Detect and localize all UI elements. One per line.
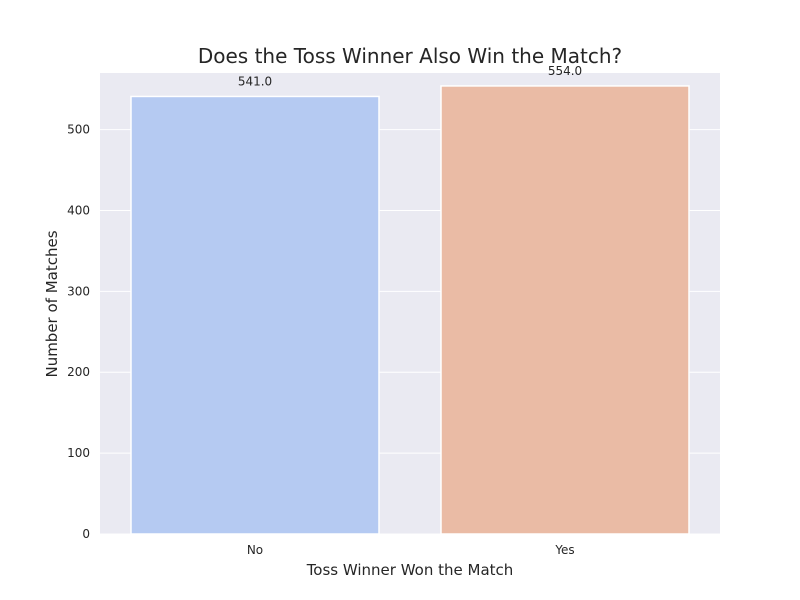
y-tick-label: 500 bbox=[67, 123, 90, 137]
y-tick-label: 400 bbox=[67, 203, 90, 217]
y-tick-label: 0 bbox=[82, 527, 90, 541]
y-tick-label: 200 bbox=[67, 365, 90, 379]
x-tick-label: Yes bbox=[554, 543, 574, 557]
bar-yes bbox=[440, 85, 690, 535]
data-label-no: 541.0 bbox=[238, 74, 272, 88]
bars bbox=[130, 85, 690, 535]
x-tick-label: No bbox=[247, 543, 263, 557]
y-tick-label: 300 bbox=[67, 284, 90, 298]
chart-title: Does the Toss Winner Also Win the Match? bbox=[198, 44, 622, 68]
data-labels: 541.0 554.0 bbox=[238, 64, 582, 89]
bar-no bbox=[130, 95, 380, 535]
x-axis-ticks: No Yes bbox=[247, 543, 575, 557]
data-label-yes: 554.0 bbox=[548, 64, 582, 78]
y-axis-ticks: 0 100 200 300 400 500 bbox=[67, 123, 90, 541]
y-tick-label: 100 bbox=[67, 446, 90, 460]
x-axis-label: Toss Winner Won the Match bbox=[306, 561, 514, 579]
y-axis-label: Number of Matches bbox=[43, 230, 61, 377]
